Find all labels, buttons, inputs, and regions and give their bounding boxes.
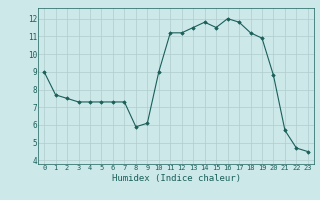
X-axis label: Humidex (Indice chaleur): Humidex (Indice chaleur) bbox=[111, 174, 241, 183]
